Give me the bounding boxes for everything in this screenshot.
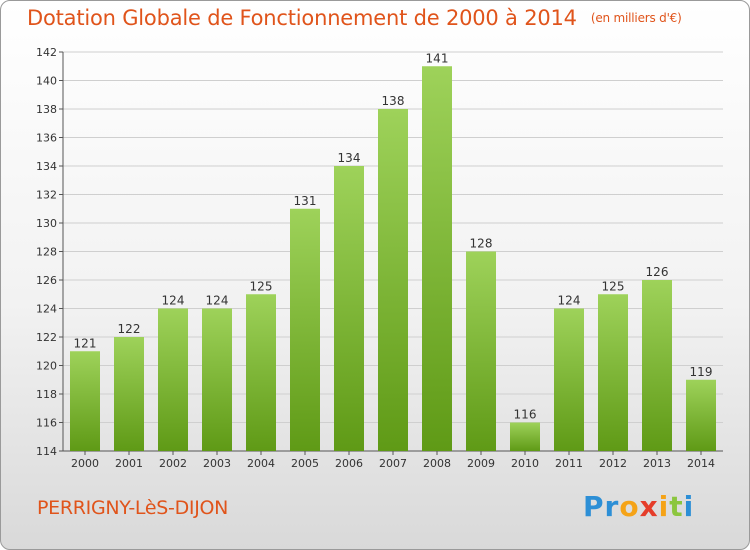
x-tick-label: 2010 — [511, 457, 539, 470]
y-tick-label: 130 — [36, 217, 57, 230]
proxiti-logo: Proxiti — [583, 490, 694, 523]
y-tick-label: 114 — [36, 445, 57, 458]
bar-2004 — [246, 294, 276, 451]
unit-note: (en milliers d'€) — [590, 11, 682, 25]
y-tick-label: 132 — [36, 189, 57, 202]
logo-letter: x — [639, 490, 659, 523]
bar-2011 — [554, 308, 584, 451]
chart-title-text: Dotation Globale de Fonctionnement de 20… — [27, 6, 577, 30]
x-tick-label: 2014 — [687, 457, 715, 470]
y-tick-label: 140 — [36, 75, 57, 88]
x-tick-label: 2000 — [71, 457, 99, 470]
commune-name: PERRIGNY-LèS-DIJON — [37, 497, 229, 519]
value-label-2003: 124 — [206, 294, 229, 308]
bar-2000 — [70, 351, 100, 451]
y-tick-label: 128 — [36, 246, 57, 259]
value-label-2011: 124 — [558, 294, 581, 308]
x-tick-label: 2003 — [203, 457, 231, 470]
bar-2010 — [510, 422, 540, 451]
value-label-2009: 128 — [470, 237, 493, 251]
bar-2012 — [598, 294, 628, 451]
bar-2014 — [686, 379, 716, 451]
bar-2013 — [642, 280, 672, 451]
bar-2009 — [466, 251, 496, 451]
logo-letter: P — [583, 490, 605, 523]
value-label-2002: 124 — [162, 294, 185, 308]
x-tick-label: 2011 — [555, 457, 583, 470]
bar-2006 — [334, 166, 364, 451]
value-label-2013: 126 — [646, 265, 669, 279]
x-tick-label: 2006 — [335, 457, 363, 470]
y-tick-label: 116 — [36, 417, 57, 430]
value-label-2007: 138 — [382, 94, 405, 108]
x-tick-label: 2007 — [379, 457, 407, 470]
y-tick-label: 134 — [36, 160, 57, 173]
y-tick-label: 122 — [36, 331, 57, 344]
x-tick-label: 2013 — [643, 457, 671, 470]
y-tick-label: 118 — [36, 388, 57, 401]
x-tick-label: 2002 — [159, 457, 187, 470]
value-label-2000: 121 — [74, 336, 97, 350]
bar-2005 — [290, 208, 320, 451]
x-tick-label: 2001 — [115, 457, 143, 470]
y-tick-label: 120 — [36, 360, 57, 373]
logo-letter: o — [619, 490, 640, 523]
value-label-2008: 141 — [426, 51, 449, 65]
x-tick-label: 2004 — [247, 457, 275, 470]
bar-2001 — [114, 337, 144, 451]
y-tick-label: 142 — [36, 46, 57, 59]
value-label-2014: 119 — [690, 365, 713, 379]
bar-2007 — [378, 109, 408, 451]
x-tick-label: 2008 — [423, 457, 451, 470]
x-tick-label: 2005 — [291, 457, 319, 470]
logo-letter: i — [658, 490, 670, 523]
value-label-2006: 134 — [338, 151, 361, 165]
bar-2008 — [422, 66, 452, 451]
y-tick-label: 138 — [36, 103, 57, 116]
y-tick-label: 124 — [36, 303, 57, 316]
value-label-2012: 125 — [602, 279, 625, 293]
y-tick-label: 126 — [36, 274, 57, 287]
logo-letter: i — [683, 490, 695, 523]
chart-title: Dotation Globale de Fonctionnement de 20… — [27, 6, 682, 30]
y-tick-label: 136 — [36, 132, 57, 145]
logo-letter: r — [604, 490, 620, 523]
value-label-2005: 131 — [294, 194, 317, 208]
x-tick-label: 2012 — [599, 457, 627, 470]
x-tick-label: 2009 — [467, 457, 495, 470]
value-label-2004: 125 — [250, 279, 273, 293]
bar-2003 — [202, 308, 232, 451]
value-label-2010: 116 — [514, 408, 537, 422]
logo-letter: t — [669, 490, 684, 523]
bar-2002 — [158, 308, 188, 451]
value-label-2001: 122 — [118, 322, 141, 336]
